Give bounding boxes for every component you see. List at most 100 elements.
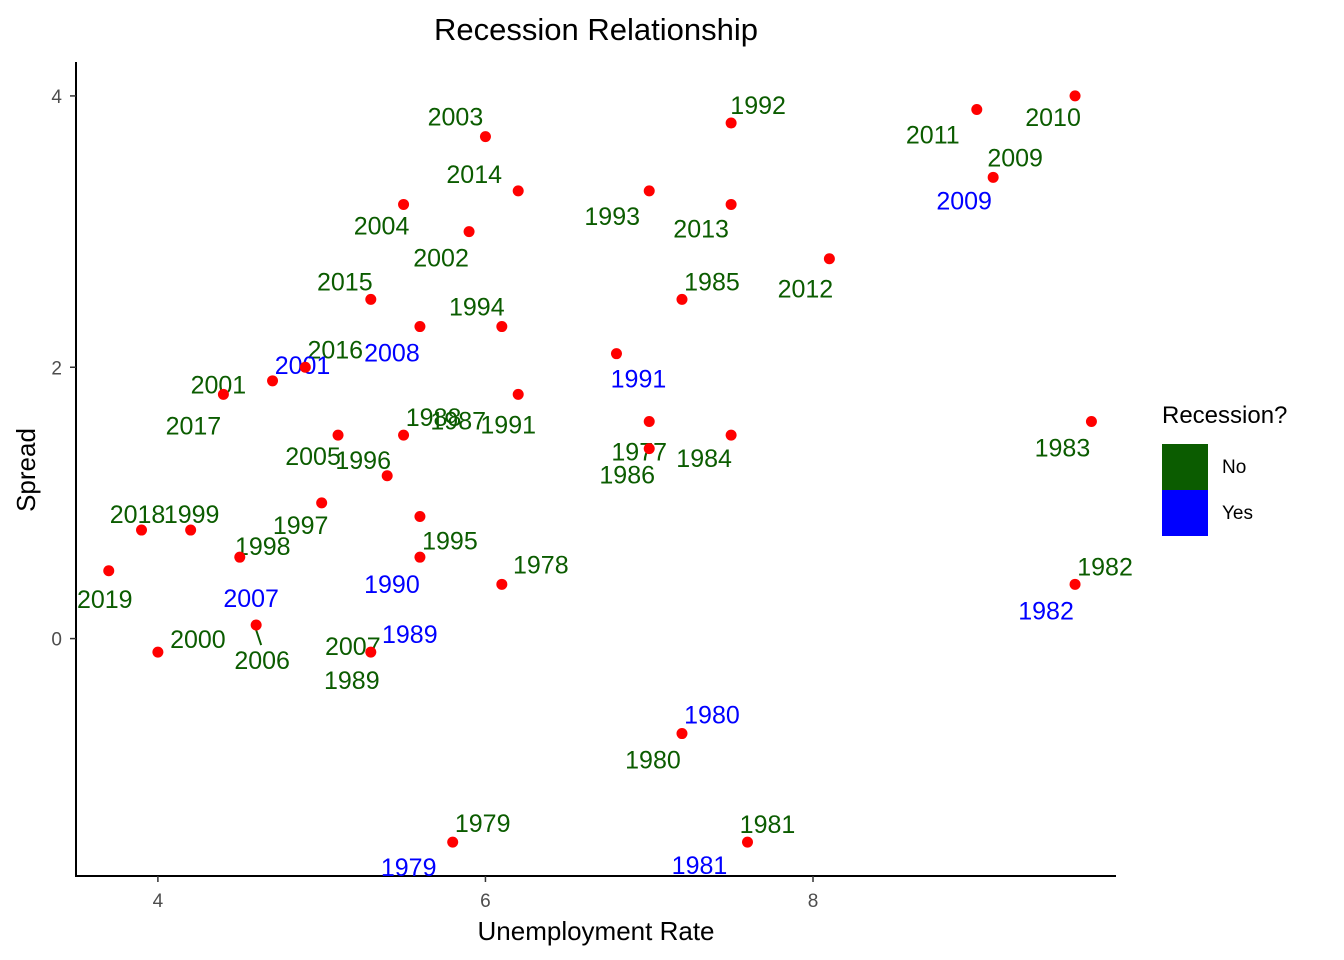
- data-point: [250, 619, 262, 631]
- point-label-2019-no: 2019: [77, 586, 133, 614]
- legend-label-yes: Yes: [1222, 503, 1253, 524]
- point-label-1982-no: 1982: [1077, 553, 1133, 581]
- data-point: [725, 117, 737, 129]
- point-label-2010-no: 2010: [1025, 104, 1081, 132]
- point-label-1997-no: 1997: [273, 512, 329, 540]
- point-label-1977-no: 1977: [611, 439, 667, 467]
- data-point: [1069, 90, 1081, 102]
- point-label-2000-no: 2000: [170, 626, 226, 654]
- data-point: [823, 253, 835, 265]
- point-label-2011-no: 2011: [906, 121, 960, 149]
- data-point: [1085, 416, 1097, 428]
- legend-key-no: [1162, 444, 1208, 490]
- point-label-1981-no: 1981: [740, 811, 796, 839]
- point-label-1988-no: 1988: [406, 404, 462, 432]
- point-label-1985-no: 1985: [684, 268, 740, 296]
- data-point: [217, 388, 229, 400]
- data-point: [463, 226, 475, 238]
- data-point: [496, 578, 508, 590]
- y-tick-label: 2: [51, 358, 62, 379]
- data-point: [152, 646, 164, 658]
- point-label-1983-no: 1983: [1035, 435, 1091, 463]
- data-point: [103, 565, 115, 577]
- point-label-2013-no: 2013: [673, 215, 729, 243]
- point-label-1984-no: 1984: [676, 445, 732, 473]
- data-point: [365, 646, 377, 658]
- data-point: [414, 551, 426, 563]
- data-point: [987, 171, 999, 183]
- point-label-1999-no: 1999: [164, 501, 220, 529]
- data-point: [332, 429, 344, 441]
- data-point: [512, 388, 524, 400]
- data-point: [267, 375, 279, 387]
- point-label-2003-no: 2003: [428, 104, 484, 132]
- data-point: [234, 551, 246, 563]
- data-point: [512, 185, 524, 197]
- data-point: [414, 510, 426, 522]
- point-label-2009-yes: 2009: [936, 187, 992, 215]
- data-point: [610, 348, 622, 360]
- data-point: [479, 131, 491, 143]
- x-tick-label: 4: [153, 891, 164, 912]
- point-label-1982-yes: 1982: [1018, 597, 1074, 625]
- data-point: [414, 321, 426, 333]
- x-axis-label: Unemployment Rate: [478, 916, 715, 946]
- data-point: [381, 470, 393, 482]
- point-label-1991-yes: 1991: [611, 366, 667, 394]
- point-label-1989-yes: 1989: [382, 621, 438, 649]
- point-label-1989-no: 1989: [324, 667, 380, 695]
- data-point: [676, 728, 688, 740]
- point-label-1990-yes: 1990: [364, 571, 420, 599]
- point-label-1987-no: 1987: [430, 407, 486, 435]
- point-label-1986-no: 1986: [599, 462, 655, 490]
- data-point: [398, 429, 410, 441]
- point-label-2016-no: 2016: [307, 336, 363, 364]
- point-label-2008-yes: 2008: [364, 340, 420, 368]
- point-label-1979-yes: 1979: [381, 854, 437, 882]
- data-point: [741, 836, 753, 848]
- legend-title: Recession?: [1162, 402, 1288, 429]
- data-point: [643, 185, 655, 197]
- point-labels: 2003 1992 2011 2010 2009 2009 2004 2014 1993 2013…: [77, 92, 1133, 882]
- point-label-1992-no: 1992: [730, 92, 786, 120]
- y-tick-label: 0: [51, 630, 62, 651]
- point-label-1991-no: 1991: [480, 411, 536, 439]
- data-points: [103, 90, 1097, 848]
- data-point: [725, 198, 737, 210]
- point-label-2007-yes: 2007: [223, 585, 279, 613]
- x-tick-label: 6: [480, 891, 491, 912]
- point-label-2018-no: 2018: [110, 501, 166, 529]
- point-label-2006-no: 2006: [234, 647, 290, 675]
- point-label-2015-no: 2015: [317, 268, 373, 296]
- point-label-1980-no: 1980: [625, 747, 681, 775]
- legend: Recession? No Yes: [1162, 400, 1332, 550]
- legend-key-yes: [1162, 490, 1208, 536]
- y-axis-label: Spread: [11, 428, 41, 512]
- point-label-1994-no: 1994: [449, 294, 505, 322]
- data-point: [971, 103, 983, 115]
- data-point: [299, 361, 311, 373]
- data-point: [1069, 578, 1081, 590]
- data-point: [725, 429, 737, 441]
- point-label-1993-no: 1993: [584, 203, 640, 231]
- data-point: [316, 497, 328, 509]
- y-tick-label: 4: [51, 87, 62, 108]
- point-label-2002-no: 2002: [413, 245, 469, 273]
- point-label-1981-yes: 1981: [672, 852, 728, 880]
- point-label-1996-no: 1996: [335, 447, 391, 475]
- data-point: [398, 198, 410, 210]
- point-label-2014-no: 2014: [446, 161, 502, 189]
- point-label-2005-no: 2005: [285, 443, 341, 471]
- point-label-2012-no: 2012: [778, 276, 834, 304]
- data-point: [676, 293, 688, 305]
- data-point: [643, 443, 655, 455]
- data-point: [496, 321, 508, 333]
- point-label-1979-no: 1979: [455, 810, 511, 838]
- data-point: [365, 293, 377, 305]
- point-label-1995-no: 1995: [422, 527, 478, 555]
- data-point: [447, 836, 459, 848]
- point-label-1980-yes: 1980: [684, 702, 740, 730]
- data-point: [185, 524, 197, 536]
- label-leader-line: [255, 629, 263, 646]
